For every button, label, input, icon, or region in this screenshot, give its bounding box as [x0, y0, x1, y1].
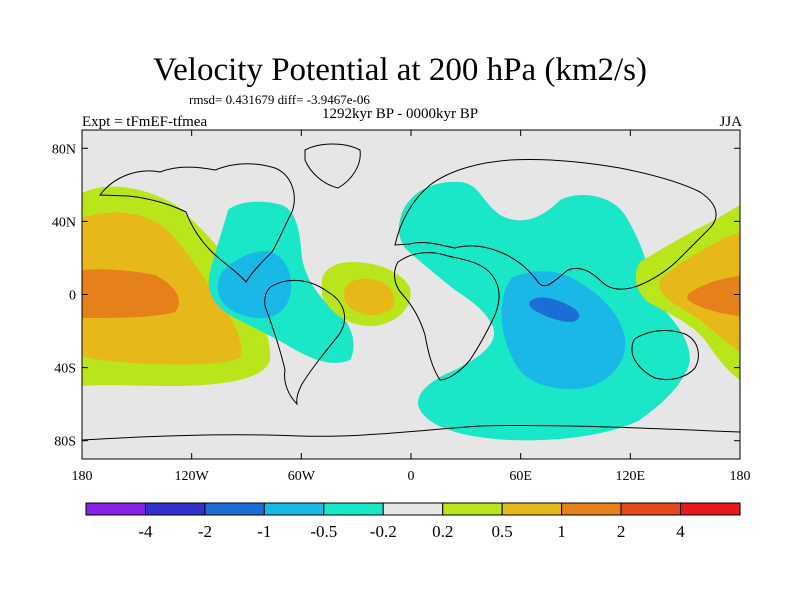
- axis-layer: 80N 40N 0 40S 80S 180 120W 60W 0 60E 120E 180: [52, 130, 751, 484]
- lon-tick-label: 180: [730, 469, 751, 484]
- coastline-greenland: [304, 143, 361, 189]
- contour-region-negative: [529, 297, 580, 322]
- colorbar-label: 2: [617, 522, 626, 541]
- lon-tick-label: 180: [72, 469, 93, 484]
- season-label: JJA: [719, 114, 742, 130]
- coastline-south-america: [264, 279, 346, 406]
- lat-tick-label: 80N: [52, 142, 76, 157]
- colorbar-label: 0.5: [492, 522, 513, 541]
- lon-tick-label: 120E: [616, 469, 646, 484]
- colorbar-swatch: [501, 502, 563, 516]
- colorbar-swatch: [323, 502, 384, 516]
- map-title: Velocity Potential at 200 hPa (km2/s): [152, 52, 648, 88]
- experiment-label: Expt = tFmEF-tfmea: [82, 114, 208, 130]
- lon-tick-label: 120W: [175, 469, 210, 484]
- lat-tick-label: 40N: [52, 215, 76, 230]
- coastline-eurasia: [394, 158, 717, 290]
- lat-tick-label: 0: [69, 289, 76, 304]
- contour-region-positive: [82, 269, 179, 318]
- lat-tick-label: 40S: [54, 362, 76, 377]
- contour-region-positive: [344, 278, 395, 316]
- colorbar-swatch: [680, 502, 741, 516]
- colorbar-swatch: [442, 502, 503, 516]
- colorbar-label: -0.2: [370, 522, 397, 541]
- lon-tick-label: 0: [408, 469, 415, 484]
- coastline-australia: [631, 330, 699, 381]
- colorbar-label: 1: [557, 522, 566, 541]
- lon-tick-label: 60W: [288, 469, 316, 484]
- coastline-antarctica: [82, 424, 740, 441]
- colorbar-label: -2: [198, 522, 212, 541]
- colorbar-label: -1: [257, 522, 271, 541]
- colorbar-swatch: [144, 502, 206, 516]
- coastline-africa: [394, 252, 500, 381]
- colorbar-label: 4: [676, 522, 685, 541]
- colorbar-label: 0.2: [432, 522, 453, 541]
- colorbar-label: -0.5: [310, 522, 337, 541]
- lat-tick-label: 80S: [54, 435, 76, 450]
- colorbar-label: -4: [138, 522, 153, 541]
- colorbar-swatch: [85, 502, 146, 516]
- time-period-label: 1292kyr BP - 0000kyr BP: [322, 106, 479, 122]
- contour-region-negative: [217, 251, 292, 319]
- colorbar: -4 -2 -1 -0.5 -0.2 0.2 0.5 1 2 4: [85, 502, 741, 541]
- contour-region-positive: [687, 276, 740, 316]
- coastline-north-america: [99, 163, 295, 283]
- contour-fill-layer: [82, 181, 740, 441]
- lon-tick-label: 60E: [509, 469, 532, 484]
- colorbar-swatch: [263, 502, 325, 516]
- colorbar-swatch: [620, 502, 682, 516]
- colorbar-swatch: [204, 502, 265, 516]
- colorbar-swatch: [561, 502, 622, 516]
- colorbar-swatch: [382, 502, 444, 516]
- rmsd-diff-stats: rmsd= 0.431679 diff= -3.9467e-06: [189, 92, 370, 107]
- coastlines: [82, 143, 740, 441]
